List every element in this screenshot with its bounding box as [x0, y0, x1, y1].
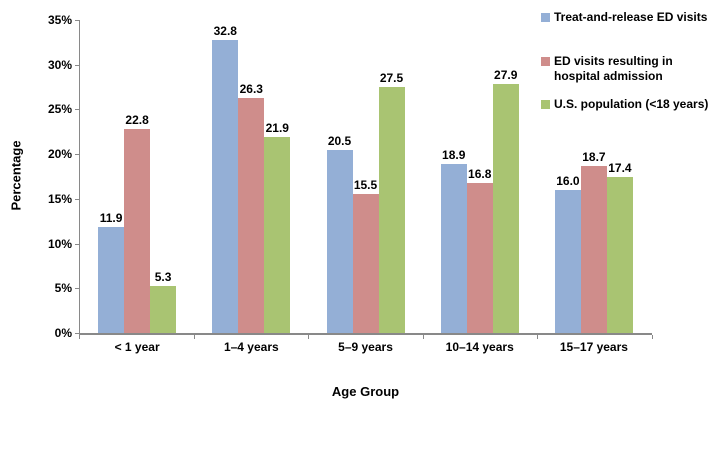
x-tick-mark	[422, 335, 424, 339]
bar-wrap: 18.7	[580, 149, 607, 333]
bar-value-label: 22.8	[125, 113, 149, 128]
bar-group: 16.0 18.7 17.4	[537, 20, 651, 333]
bar-wrap: 27.9	[492, 67, 519, 333]
y-tick-mark	[75, 154, 80, 156]
legend-swatch-icon	[541, 57, 550, 66]
bar	[466, 182, 493, 333]
bar-value-label: 32.8	[213, 23, 237, 38]
bar	[440, 163, 467, 333]
bar-value-label: 5.3	[154, 269, 172, 284]
y-tick-mark	[75, 64, 80, 66]
x-tick-mark	[652, 335, 653, 339]
y-tick-label: 15%	[47, 191, 72, 206]
chart-legend: Treat-and-release ED visits ED visits res…	[541, 10, 719, 112]
bar-value-label: 27.9	[494, 67, 518, 82]
bar-value-label: 21.9	[265, 121, 289, 136]
bar-value-label: 16.8	[468, 166, 492, 181]
bar-group: 11.9 22.8 5.3	[80, 20, 194, 333]
bar	[606, 177, 633, 333]
x-axis-title: Age Group	[331, 384, 400, 399]
bar	[264, 137, 291, 333]
bar-value-label: 16.0	[556, 173, 580, 188]
bar-wrap: 27.5	[378, 71, 405, 333]
y-tick-mark	[75, 20, 80, 21]
bar	[352, 194, 379, 333]
y-tick-mark	[75, 333, 80, 334]
x-tick-mark	[537, 335, 539, 339]
bar-value-label: 18.9	[442, 147, 466, 162]
bar-value-label: 27.5	[379, 71, 404, 86]
bar-wrap: 21.9	[264, 121, 291, 333]
y-tick-label: 25%	[47, 102, 72, 117]
y-tick-mark	[75, 288, 80, 290]
y-tick-label: 35%	[47, 13, 72, 27]
bar-wrap: 16.8	[466, 166, 493, 333]
bar	[238, 97, 265, 333]
legend-item: Treat-and-release ED visits	[541, 10, 719, 25]
bar	[580, 165, 607, 333]
bar	[378, 87, 405, 333]
x-tick-label: < 1 year	[114, 340, 160, 354]
bar-group: 32.8 26.3 21.9	[194, 20, 308, 333]
x-tick-label: 15–17 years	[559, 340, 628, 354]
x-tick-mark	[308, 335, 310, 339]
x-tick-mark	[79, 335, 80, 339]
bar-wrap: 22.8	[124, 113, 151, 333]
y-tick-label: 10%	[47, 236, 72, 251]
x-axis-line	[79, 333, 652, 335]
y-tick-label: 30%	[47, 57, 72, 72]
x-tick-label: 1–4 years	[223, 340, 279, 354]
bar-wrap: 20.5	[326, 133, 353, 333]
legend-label: Treat-and-release ED visits	[554, 10, 708, 24]
bar-value-label: 15.5	[353, 178, 378, 193]
bar-wrap: 5.3	[150, 269, 177, 333]
legend-label: ED visits resulting in hospital admissio…	[554, 54, 673, 83]
y-tick-mark	[75, 243, 80, 245]
bar-wrap: 11.9	[98, 210, 125, 333]
bar	[98, 226, 125, 333]
bar-group: 18.9 16.8 27.9	[423, 20, 537, 333]
legend-swatch-icon	[541, 100, 550, 109]
x-tick-label: 5–9 years	[338, 340, 393, 354]
bar	[554, 189, 581, 333]
bar-wrap: 32.8	[212, 23, 239, 333]
y-tick-mark	[75, 109, 80, 111]
bar-wrap: 17.4	[606, 161, 633, 333]
legend-label: U.S. population (<18 years)	[554, 97, 709, 111]
y-tick-label: 20%	[47, 147, 72, 162]
x-tick-label: 10–14 years	[445, 340, 514, 354]
bar	[212, 39, 239, 333]
bar	[150, 285, 177, 333]
y-tick-label: 5%	[54, 281, 72, 296]
x-tick-labels: < 1 year 1–4 years 5–9 years 10–14 years 15–…	[80, 340, 651, 354]
bar-wrap: 26.3	[238, 81, 265, 333]
bar-wrap: 18.9	[440, 147, 467, 333]
legend-item: ED visits resulting in hospital admissio…	[541, 54, 719, 84]
legend-swatch-icon	[541, 13, 550, 22]
y-tick-label: 0%	[54, 326, 72, 340]
bar-wrap: 16.0	[554, 173, 581, 333]
bar-value-label: 20.5	[327, 133, 352, 148]
bar-value-label: 26.3	[239, 81, 263, 96]
x-tick-mark	[193, 335, 195, 339]
y-axis-title: Percentage	[8, 140, 24, 211]
bar-value-label: 11.9	[99, 210, 123, 225]
y-tick-mark	[75, 198, 80, 200]
bar	[326, 149, 353, 333]
y-axis-line	[79, 20, 80, 333]
bar-wrap: 15.5	[352, 178, 379, 333]
bar-value-label: 17.4	[608, 161, 632, 176]
bar	[492, 83, 519, 333]
bar-group: 20.5 15.5 27.5	[308, 20, 422, 333]
legend-item: U.S. population (<18 years)	[541, 97, 719, 112]
bar	[124, 129, 151, 333]
bar-value-label: 18.7	[582, 149, 606, 164]
plot-area: 11.9 22.8 5.3 32.8 26.3 21.9 20.5 15.5 27.5 18.9 1…	[80, 20, 651, 333]
